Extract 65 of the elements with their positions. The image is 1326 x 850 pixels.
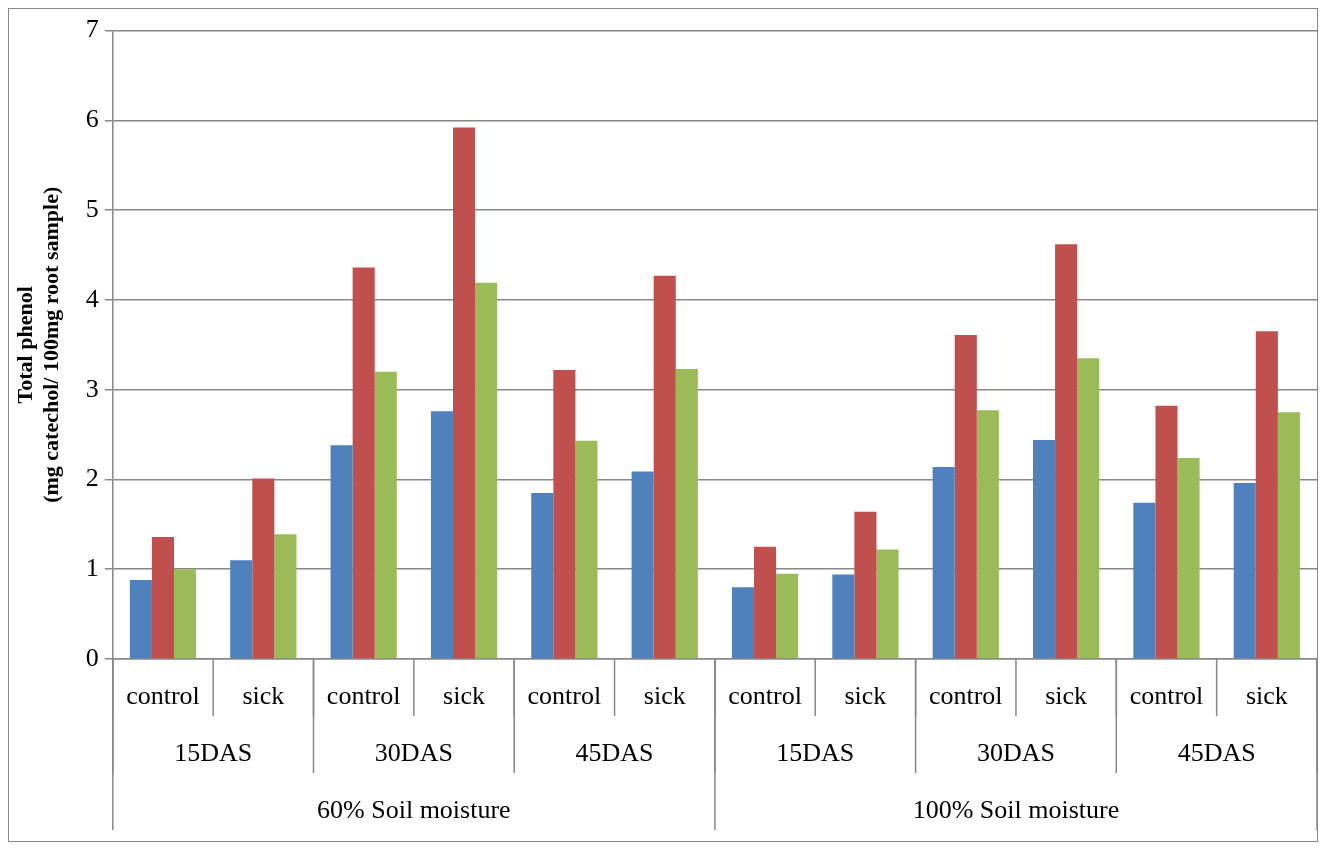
bar — [1033, 439, 1056, 659]
bar — [274, 534, 297, 659]
y-tick-label: 1 — [85, 553, 99, 583]
bar — [475, 282, 498, 659]
bar — [330, 445, 353, 659]
x-tick-label: control — [728, 680, 802, 710]
bar — [731, 587, 755, 659]
bar — [230, 560, 253, 659]
bar — [575, 440, 598, 659]
bar — [352, 267, 375, 659]
bar — [631, 471, 654, 659]
y-tick-label: 3 — [85, 373, 99, 403]
bar — [754, 546, 777, 659]
y-tick-label: 0 — [85, 642, 99, 672]
bar — [1277, 412, 1300, 659]
x-tick-label: control — [126, 680, 200, 710]
bar — [954, 334, 977, 659]
y-tick-label: 5 — [85, 193, 99, 223]
x-tick-label: sick — [242, 680, 285, 710]
x-tick-label: sick — [1245, 680, 1288, 710]
bar — [129, 580, 152, 659]
bar — [1177, 457, 1200, 659]
bar — [932, 466, 955, 659]
bar — [1133, 502, 1156, 659]
x-tick-label: control — [527, 680, 602, 710]
bar — [675, 369, 698, 659]
text: 60% Soil moisture — [317, 794, 511, 824]
bar — [531, 492, 554, 659]
y-tick-label: 7 — [85, 14, 99, 44]
x-tick-label: sick — [844, 680, 887, 710]
text: 15DAS — [776, 737, 855, 767]
bar — [553, 369, 576, 659]
bar — [1233, 483, 1256, 659]
bar — [174, 569, 197, 659]
x-tick-label: control — [928, 680, 1003, 710]
x-tick-label: control — [326, 680, 401, 710]
bar — [976, 410, 999, 659]
text: 45DAS — [1177, 737, 1256, 767]
bar — [854, 511, 877, 659]
bar — [653, 275, 676, 659]
bar — [876, 549, 899, 659]
bar — [1255, 331, 1278, 659]
y-axis-title: Total phenol (mg catechol/ 100mg root sample) — [11, 186, 64, 503]
bar — [776, 573, 799, 659]
bar — [452, 127, 476, 659]
y-tick-label: 4 — [85, 283, 99, 313]
bar — [1155, 405, 1178, 659]
x-tick-label: sick — [643, 680, 686, 710]
text: 15DAS — [174, 737, 253, 767]
y-tick-label: 2 — [85, 463, 99, 493]
bar — [1055, 244, 1078, 659]
bar — [1077, 358, 1100, 659]
bar — [374, 371, 397, 659]
text: 100% Soil moisture — [912, 794, 1120, 824]
text: 45DAS — [575, 737, 654, 767]
bar — [252, 478, 275, 659]
bar — [151, 536, 175, 659]
x-tick-label: sick — [443, 680, 485, 710]
bar — [430, 411, 453, 659]
text: 30DAS — [374, 737, 453, 767]
text: 30DAS — [976, 737, 1055, 767]
y-tick-label: 6 — [85, 104, 99, 134]
bar — [832, 574, 855, 659]
x-tick-label: sick — [1045, 680, 1088, 710]
x-tick-label: control — [1129, 680, 1204, 710]
